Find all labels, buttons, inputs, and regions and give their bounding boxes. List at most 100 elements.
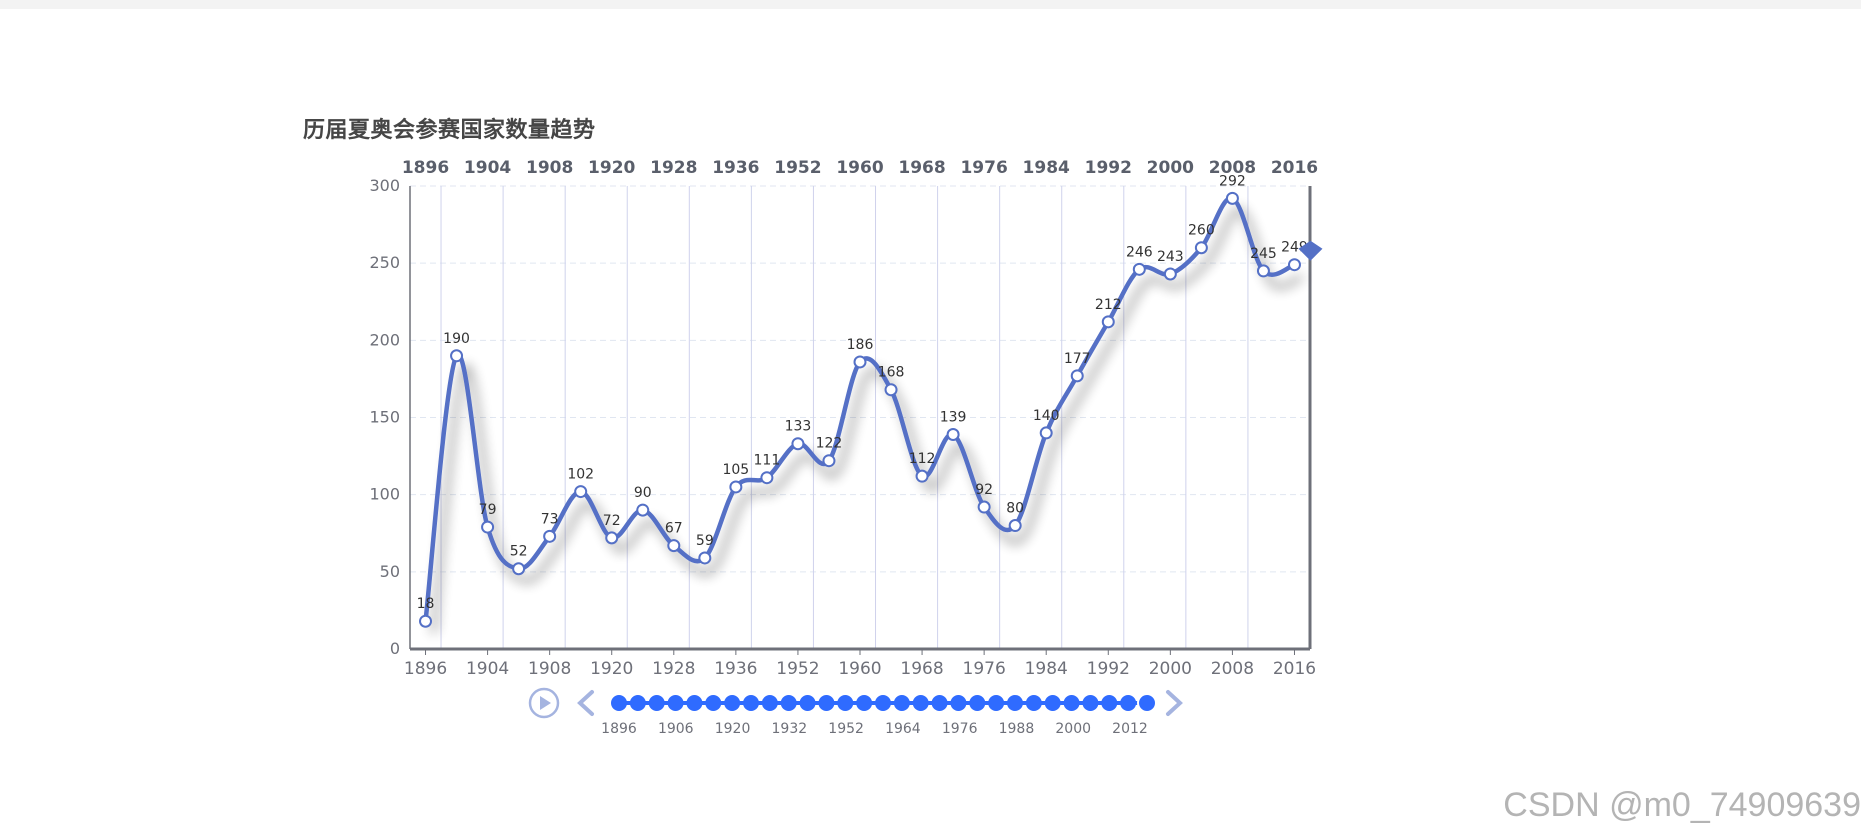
top-x-tick-label: 1984 (1023, 158, 1070, 178)
data-label: 92 (975, 482, 993, 498)
prev-arrow-icon[interactable] (577, 690, 594, 716)
x-tick-label: 2016 (1273, 659, 1316, 679)
timeline-dot[interactable] (1007, 695, 1023, 711)
top-x-tick-label: 1976 (960, 158, 1007, 178)
timeline-label: 1920 (715, 721, 751, 737)
x-tick-label: 1992 (1087, 659, 1130, 679)
timeline-dot[interactable] (837, 695, 854, 711)
timeline-dot[interactable] (912, 695, 929, 711)
data-point (450, 349, 464, 363)
timeline-dot[interactable] (611, 695, 627, 711)
timeline-label: 1906 (658, 721, 694, 737)
timeline-dot[interactable] (1101, 695, 1118, 711)
timeline-dot[interactable] (950, 695, 967, 711)
data-point (1163, 267, 1177, 281)
timeline-dot[interactable] (705, 695, 722, 711)
watermark: CSDN @m0_74909639 (1503, 786, 1861, 824)
x-tick-label: 2008 (1211, 659, 1254, 679)
data-label: 18 (417, 596, 435, 612)
timeline-dot[interactable] (931, 695, 948, 711)
timeline-dot[interactable] (761, 695, 778, 711)
x-tick-label: 1928 (652, 659, 695, 679)
data-label: 122 (816, 436, 843, 452)
timeline-dot[interactable] (988, 695, 1005, 711)
data-point (698, 551, 712, 565)
timeline-dot[interactable] (799, 695, 816, 711)
data-label: 59 (696, 533, 714, 549)
data-label: 243 (1157, 249, 1184, 265)
timeline-dot[interactable] (1082, 695, 1099, 711)
top-x-tick-label: 1904 (464, 158, 511, 178)
timeline-dot[interactable] (1120, 695, 1137, 711)
timeline-dot[interactable] (856, 695, 873, 711)
data-point (512, 562, 526, 576)
data-label: 67 (665, 521, 683, 537)
data-point (791, 437, 805, 451)
x-tick-label: 1908 (528, 659, 571, 679)
x-tick-label: 1920 (590, 659, 633, 679)
timeline-dot[interactable] (780, 695, 797, 711)
timeline-dot[interactable] (969, 695, 986, 711)
data-point (1070, 369, 1084, 383)
timeline-label: 1964 (885, 721, 921, 737)
x-tick-label: 1960 (838, 659, 881, 679)
timeline-dot[interactable] (667, 695, 684, 711)
x-tick-label: 1896 (404, 659, 447, 679)
data-point (760, 471, 774, 485)
data-label: 260 (1188, 223, 1215, 239)
x-tick-label: 1984 (1025, 659, 1068, 679)
data-label: 212 (1095, 297, 1122, 313)
data-label: 80 (1006, 501, 1024, 517)
data-point (543, 529, 557, 543)
timeline-dot[interactable] (1025, 695, 1042, 711)
top-x-tick-label: 2000 (1147, 158, 1194, 178)
next-arrow-icon[interactable] (1166, 690, 1183, 716)
data-label: 168 (878, 365, 905, 381)
data-label: 79 (479, 502, 497, 518)
timeline-dot[interactable] (1063, 695, 1080, 711)
data-point (977, 500, 991, 514)
timeline-dot[interactable] (686, 695, 703, 711)
timeline-dot[interactable] (875, 695, 891, 711)
x-tick-label: 2000 (1149, 659, 1192, 679)
data-point (1287, 258, 1301, 272)
data-label: 112 (909, 451, 936, 467)
timeline-dot[interactable] (629, 695, 646, 711)
timeline-dot[interactable] (893, 695, 910, 711)
x-tick-label: 1936 (714, 659, 757, 679)
y-tick-label: 200 (369, 330, 400, 349)
data-label: 186 (847, 337, 874, 353)
data-point (636, 503, 650, 517)
timeline-dot[interactable] (743, 695, 759, 711)
timeline-label: 1988 (999, 721, 1035, 737)
timeline-dot[interactable] (724, 695, 741, 711)
data-label: 249 (1281, 240, 1308, 256)
y-tick-label: 300 (369, 176, 400, 195)
data-point (853, 355, 867, 369)
timeline-label: 1976 (942, 721, 978, 737)
data-label: 90 (634, 485, 652, 501)
top-x-tick-label: 2016 (1271, 158, 1318, 178)
timeline-dot[interactable] (818, 695, 835, 711)
play-button-ring (528, 687, 560, 719)
data-point (1225, 191, 1239, 205)
data-point (1132, 262, 1146, 276)
x-tick-label: 1904 (466, 659, 509, 679)
play-button[interactable] (528, 687, 560, 719)
data-label: 72 (603, 513, 621, 529)
timeline-dot[interactable] (1044, 695, 1061, 711)
timeline-dot[interactable] (648, 695, 665, 711)
data-point (574, 485, 588, 499)
end-marker-icon (1298, 240, 1323, 261)
y-tick-label: 0 (390, 639, 400, 658)
chart-title: 历届夏奥会参赛国家数量趋势 (303, 118, 596, 143)
timeline-current-handle[interactable] (1137, 693, 1157, 713)
data-point (605, 531, 619, 545)
data-point (1039, 426, 1053, 440)
top-x-tick-label: 1952 (774, 158, 821, 178)
data-label: 139 (940, 409, 967, 425)
y-tick-label: 50 (380, 562, 400, 581)
data-point (481, 520, 495, 534)
data-point (915, 469, 929, 483)
